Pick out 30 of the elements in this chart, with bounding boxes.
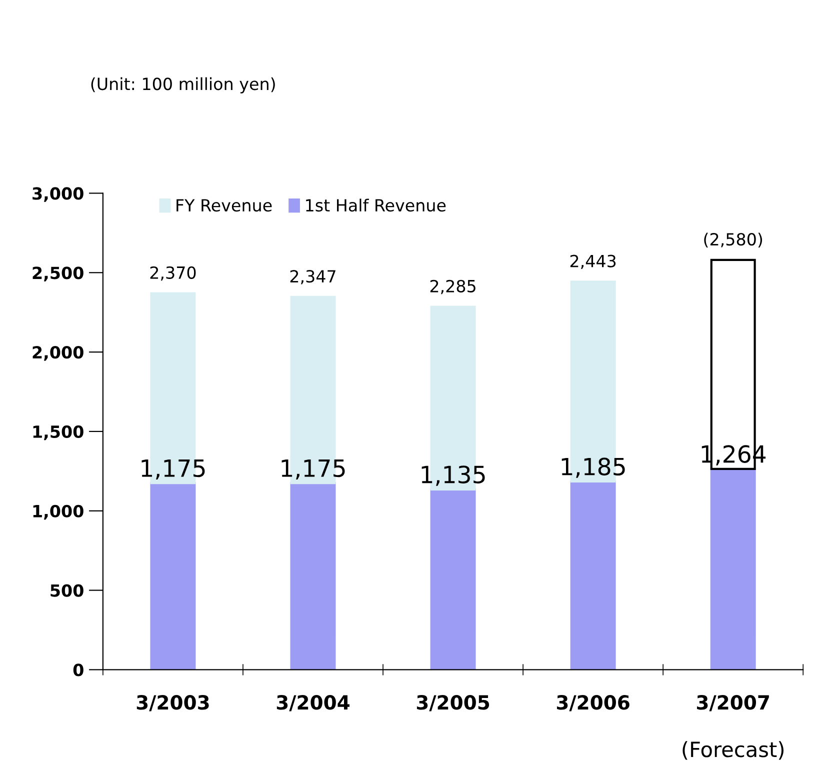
x-tick-label: 3/2003 (136, 695, 209, 712)
total-label: (2,580) (704, 232, 762, 248)
bar (290, 482, 336, 670)
x-tick-label: 3/2005 (416, 695, 490, 712)
y-tick-label: 1,500 (33, 425, 84, 440)
legend-label: 1st Half Revenue (306, 198, 446, 212)
x-tick-label: 3/2007 (697, 695, 769, 712)
y-tick-label: 500 (50, 584, 84, 597)
bar (150, 482, 196, 670)
y-tick-label: 2,500 (32, 266, 84, 282)
y-tick-label: 3,000 (32, 187, 84, 202)
text: (Unit: 100 million yen) (91, 77, 275, 94)
data-label: 1,135 (422, 466, 485, 486)
total-label: 2,285 (430, 280, 476, 294)
data-label: 1,185 (562, 458, 625, 478)
legend-label: FY Revenue (176, 199, 272, 212)
y-tick-label: 1,000 (33, 504, 84, 520)
total-label: 2,347 (290, 270, 336, 284)
total-label: 2,443 (570, 254, 616, 270)
y-tick-label: 0 (73, 664, 84, 676)
x-tick-label: 3/2004 (276, 695, 350, 712)
total-label: 2,370 (150, 266, 196, 281)
data-label: 1,175 (282, 460, 345, 480)
bar (570, 480, 616, 670)
bar (710, 468, 756, 670)
bar (430, 488, 476, 670)
x-tick-label: 3/2006 (556, 695, 630, 712)
y-tick-label: 2,000 (32, 346, 84, 361)
data-label: 1,175 (142, 460, 205, 480)
text: (Forecast) (682, 741, 784, 760)
